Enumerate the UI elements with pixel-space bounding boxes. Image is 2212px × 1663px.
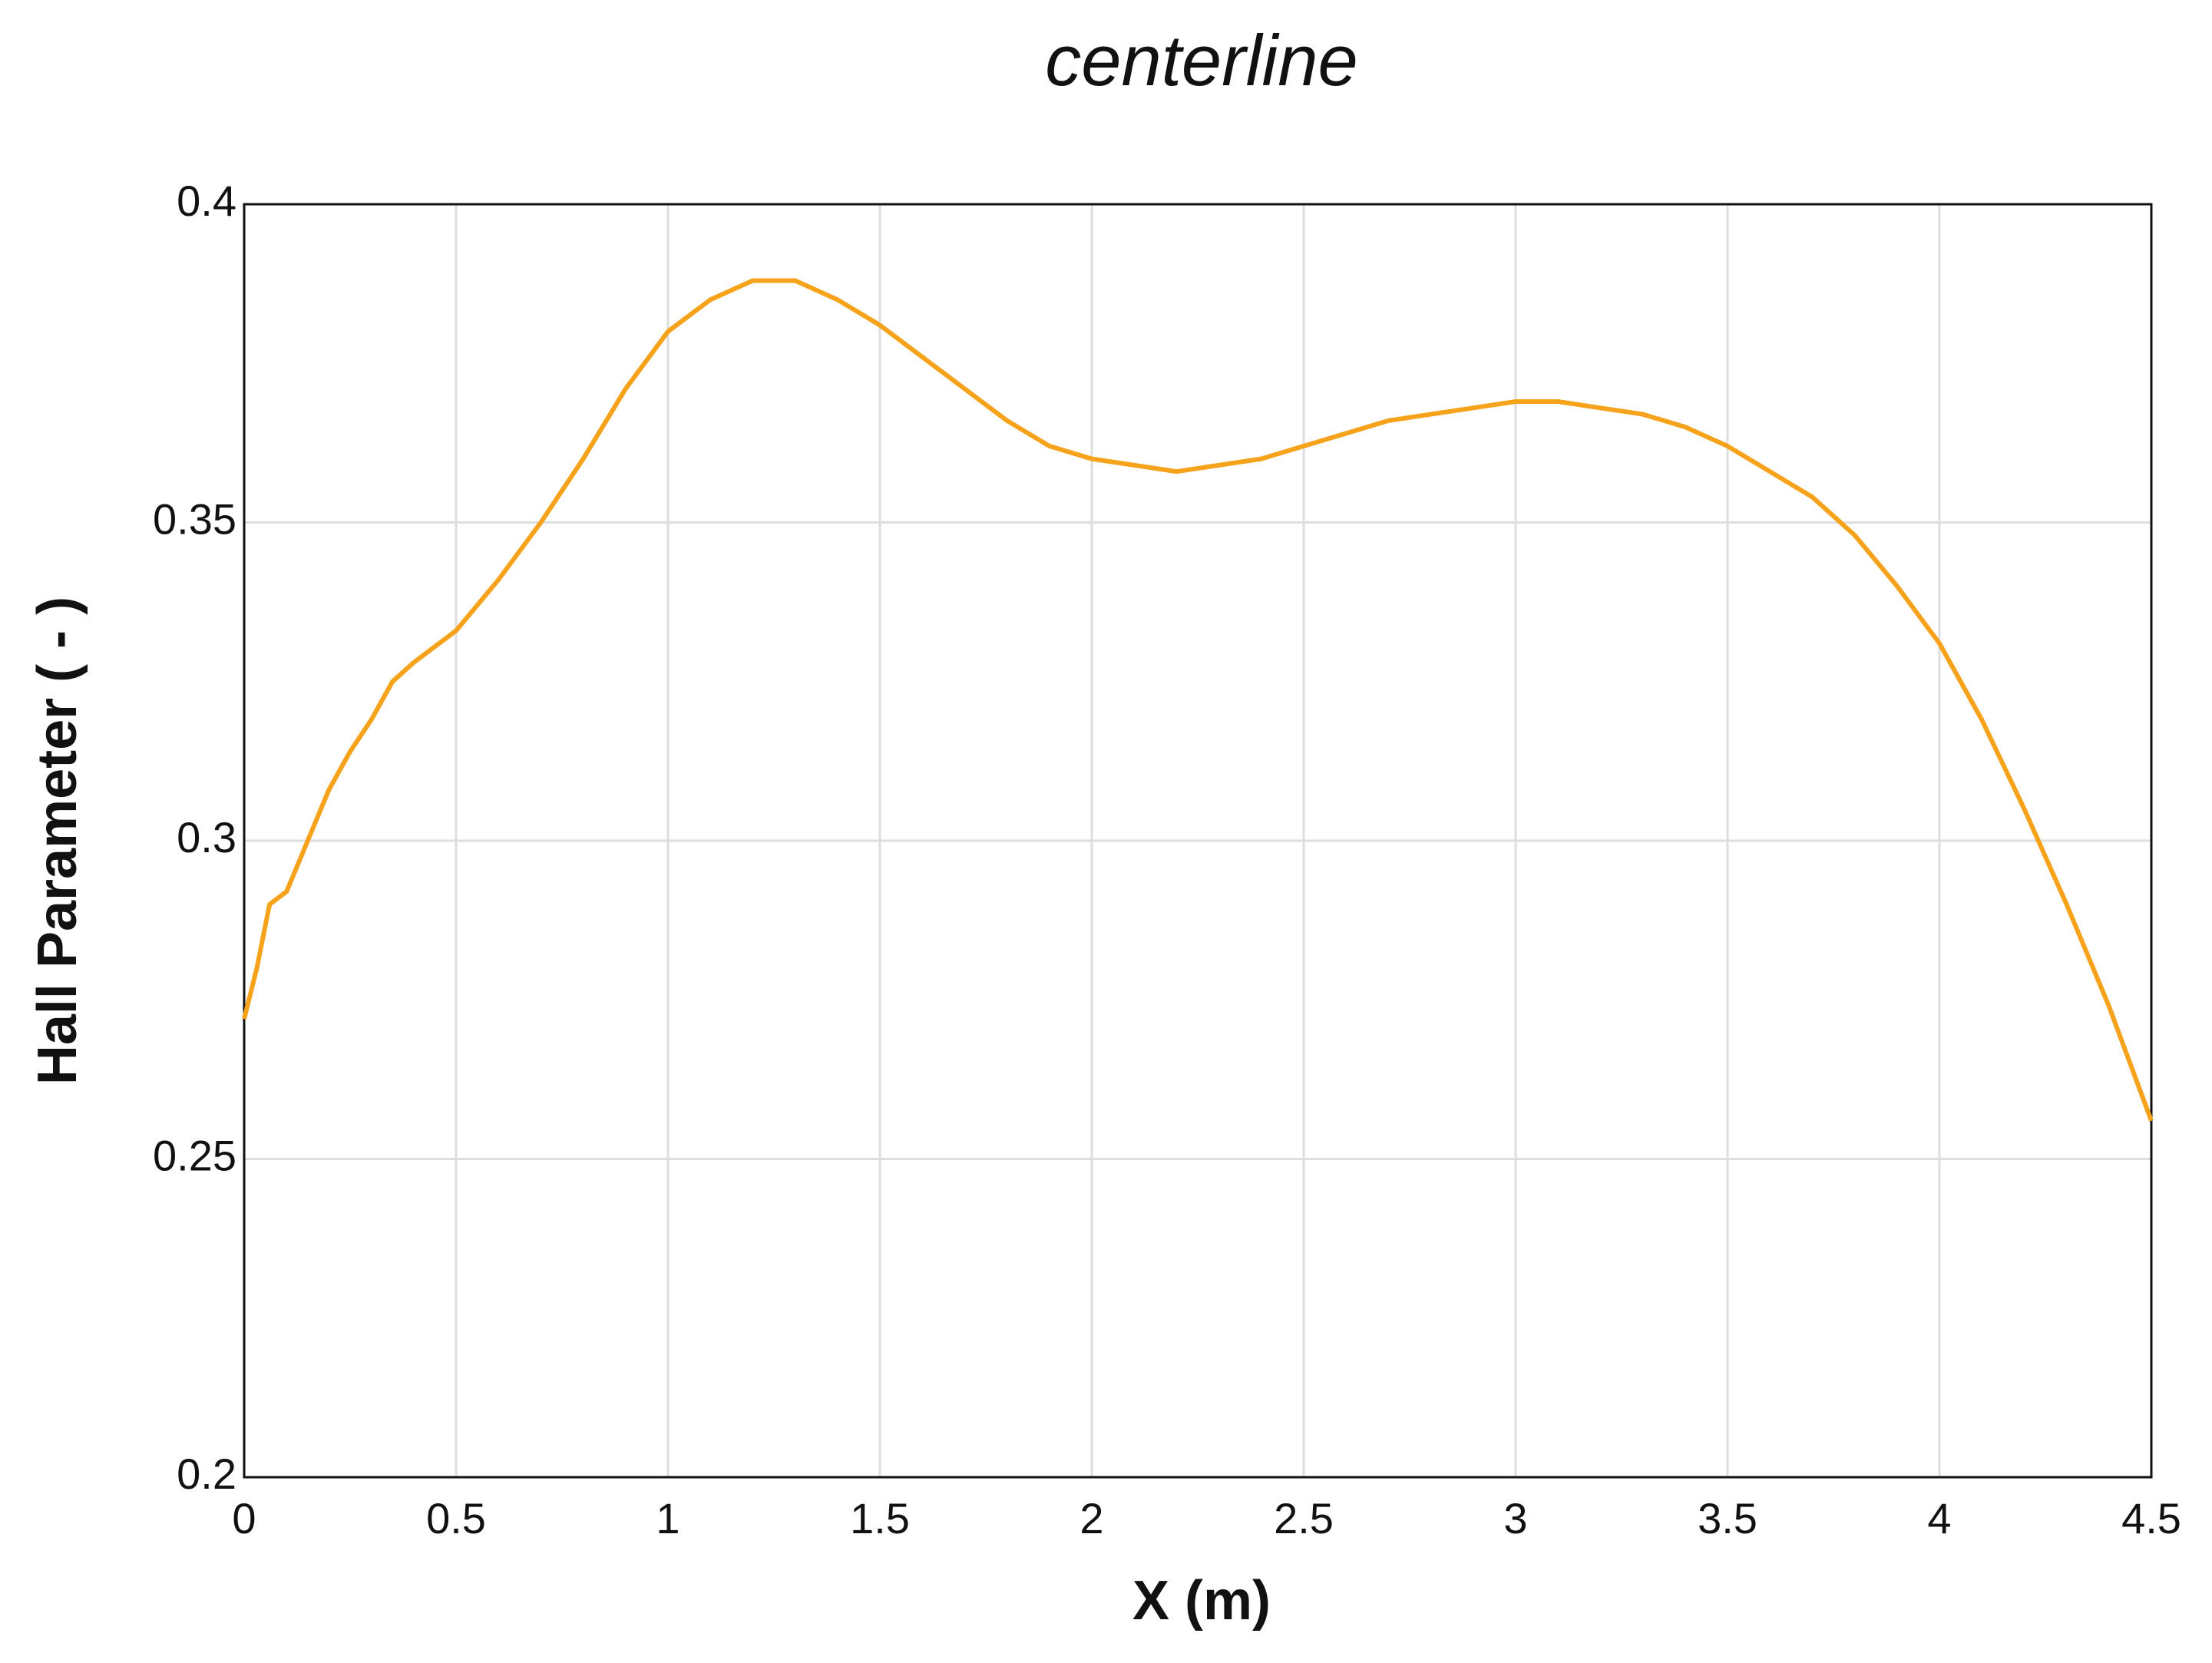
y-tick-label: 0.25: [153, 1131, 236, 1179]
y-axis-label: Hall Parameter ( - ): [27, 597, 88, 1085]
plot-frame: [243, 203, 2153, 1479]
y-tick-label: 0.3: [177, 813, 236, 861]
y-tick-label: 0.4: [177, 177, 236, 225]
data-line: [242, 278, 2154, 1122]
y-tick-label: 0.2: [177, 1450, 236, 1498]
x-tick-label: 1.5: [850, 1494, 910, 1542]
x-tick-label: 0.5: [426, 1494, 486, 1542]
x-tick-label: 0: [232, 1494, 256, 1542]
x-axis-label: X (m): [1132, 1570, 1271, 1632]
y-tick-label: 0.35: [153, 494, 236, 543]
x-tick-label: 2.5: [1274, 1494, 1334, 1542]
x-tick-label: 2: [1080, 1494, 1103, 1542]
x-tick-label: 3: [1503, 1494, 1527, 1542]
x-tick-label: 4.5: [2121, 1494, 2181, 1542]
chart-title: centerline: [1045, 20, 1358, 101]
x-tick-label: 1: [656, 1494, 679, 1542]
x-tick-label: 4: [1927, 1494, 1951, 1542]
x-tick-label: 3.5: [1698, 1494, 1757, 1542]
